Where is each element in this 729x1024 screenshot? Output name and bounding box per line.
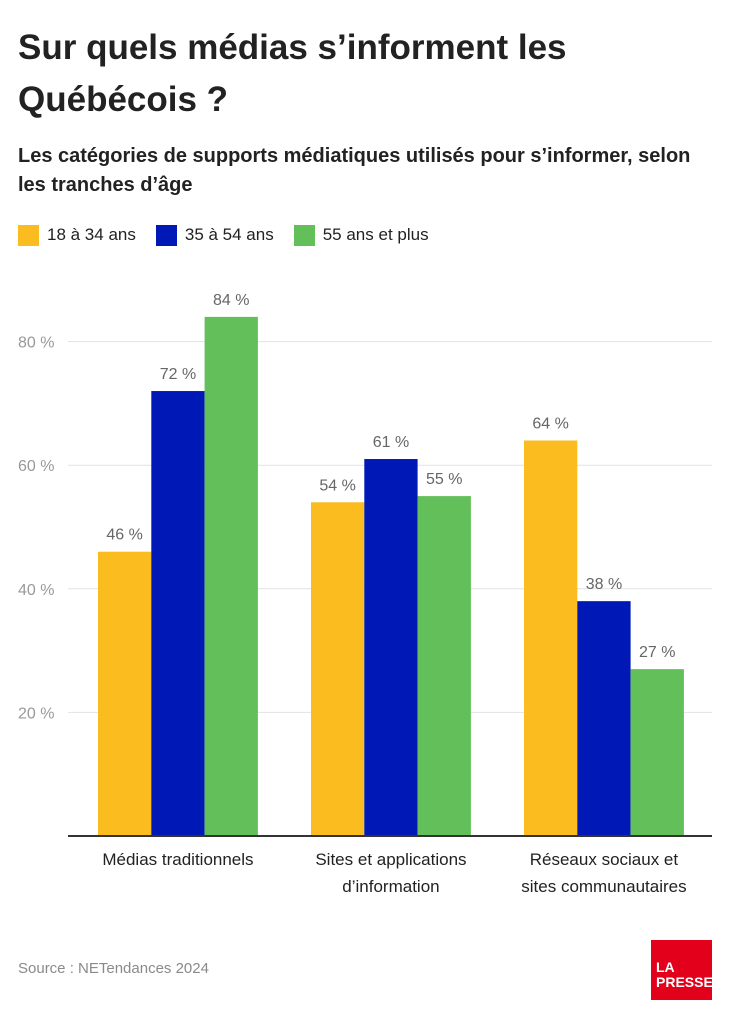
y-tick-label: 40 % xyxy=(18,582,54,599)
logo-line-2: PRESSE xyxy=(656,974,713,990)
legend: 18 à 34 ans 35 à 54 ans 55 ans et plus xyxy=(18,222,449,248)
legend-label-35-54: 35 à 54 ans xyxy=(184,225,274,244)
legend-item-18-34: 18 à 34 ans xyxy=(18,224,136,246)
bar xyxy=(204,316,258,836)
data-label: 54 % xyxy=(319,477,355,494)
logo-line-1: LA xyxy=(656,959,675,975)
legend-item-55-plus: 55 ans et plus xyxy=(293,224,429,246)
chart-title: Sur quels médias s’informent les Québéco… xyxy=(18,28,567,119)
bar xyxy=(151,391,205,836)
bar xyxy=(417,496,471,836)
x-category-label: Médias traditionnels xyxy=(102,850,253,869)
y-tick-label: 20 % xyxy=(18,705,54,722)
x-category-label: d’information xyxy=(342,877,439,896)
bar xyxy=(311,502,365,836)
legend-item-35-54: 35 à 54 ans xyxy=(155,224,274,246)
y-tick-label: 60 % xyxy=(18,458,54,475)
x-category-label: Sites et applications xyxy=(315,850,466,869)
data-label: 61 % xyxy=(373,434,409,451)
data-label: 72 % xyxy=(160,366,196,383)
chart-subtitle: Les catégories de supports médiatiques u… xyxy=(18,145,691,196)
legend-swatch-18-34 xyxy=(18,224,39,246)
bar-chart: 20 % 40 % 60 % 80 % 46 % 54 % 64 % 72 % 61 % 38 %… xyxy=(18,292,712,896)
legend-swatch-55-plus xyxy=(293,224,315,246)
bar xyxy=(98,551,152,836)
bar xyxy=(364,459,418,836)
data-label: 84 % xyxy=(213,292,249,309)
x-category-label: Réseaux sociaux et xyxy=(530,850,679,869)
data-label: 46 % xyxy=(106,527,142,544)
data-label: 64 % xyxy=(532,415,568,432)
bar xyxy=(524,440,578,836)
data-label: 27 % xyxy=(639,644,675,661)
bar xyxy=(577,601,631,836)
bar xyxy=(630,669,684,836)
data-label: 55 % xyxy=(426,471,462,488)
data-label: 38 % xyxy=(586,576,622,593)
y-tick-label: 80 % xyxy=(18,335,54,352)
x-category-label: sites communautaires xyxy=(521,877,686,896)
la-presse-logo: LA PRESSE xyxy=(651,940,713,1000)
source-note: Source : NETendances 2024 xyxy=(18,960,209,977)
legend-label-18-34: 18 à 34 ans xyxy=(47,225,136,244)
legend-swatch-35-54 xyxy=(155,224,177,246)
legend-label-55-plus: 55 ans et plus xyxy=(322,225,429,244)
